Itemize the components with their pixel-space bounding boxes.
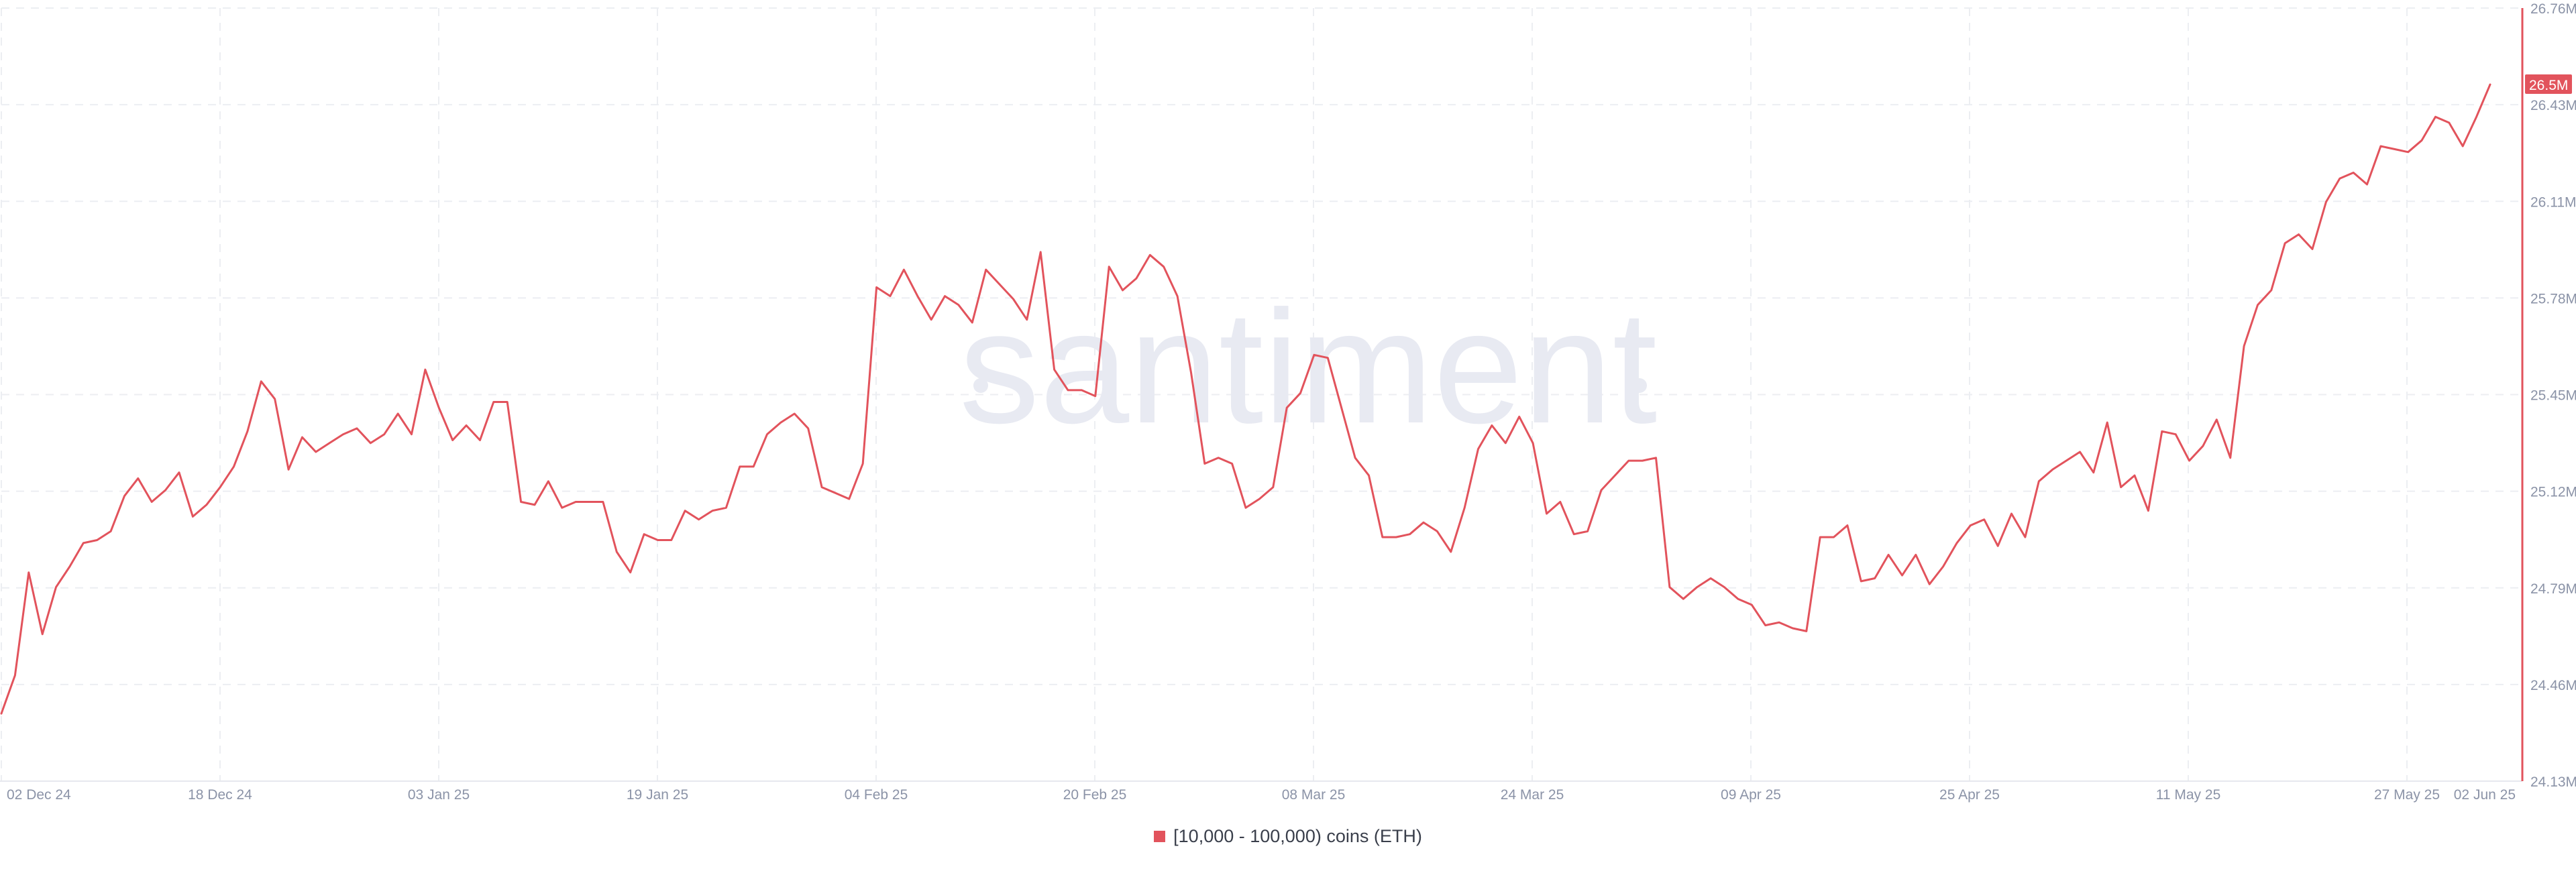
legend-swatch [1154, 831, 1166, 842]
current-value-badge [2525, 74, 2572, 94]
x-tick-label: 09 Apr 25 [1721, 787, 1781, 803]
series [0, 83, 2491, 715]
legend[interactable]: [10,000 - 100,000) coins (ETH) [0, 826, 2576, 847]
x-tick-label: 02 Jun 25 [2454, 787, 2516, 803]
x-tick-label: 02 Dec 24 [7, 787, 71, 803]
x-tick-label: 25 Apr 25 [1939, 787, 2000, 803]
x-tick-label: 27 May 25 [2374, 787, 2440, 803]
x-tick-label: 04 Feb 25 [845, 787, 908, 803]
y-tick-label: 25.12M [2530, 485, 2576, 500]
x-tick-label: 18 Dec 24 [188, 787, 252, 803]
santiment-watermark: santiment [959, 277, 1658, 457]
current-value-label: 26.5M [2529, 78, 2568, 93]
legend-label: [10,000 - 100,000) coins (ETH) [1173, 826, 1422, 846]
y-tick-label: 25.78M [2530, 291, 2576, 306]
y-tick-label: 26.11M [2530, 194, 2576, 210]
x-tick-label: 20 Feb 25 [1063, 787, 1127, 803]
x-tick-label: 19 Jan 25 [627, 787, 688, 803]
labels: 24.13M 24.46M 24.79M 25.12M 25.45M 25.78M 26.1… [7, 1, 2576, 803]
y-tick-label: 24.13M [2530, 774, 2576, 790]
y-tick-label: 25.45M [2530, 388, 2576, 404]
watermark-dot-right [1632, 378, 1647, 393]
series-line[interactable] [0, 83, 2491, 715]
x-tick-label: 03 Jan 25 [408, 787, 470, 803]
axes [0, 8, 2524, 782]
y-tick-label: 24.79M [2530, 581, 2576, 597]
x-tick-label: 24 Mar 25 [1501, 787, 1564, 803]
y-tick-label: 26.76M [2530, 1, 2576, 17]
watermark-dot-left [973, 378, 988, 393]
x-tick-label: 08 Mar 25 [1282, 787, 1346, 803]
x-tick-label: 11 May 25 [2156, 787, 2221, 803]
y-tick-label: 24.46M [2530, 678, 2576, 693]
y-tick-label: 26.43M [2530, 98, 2576, 113]
